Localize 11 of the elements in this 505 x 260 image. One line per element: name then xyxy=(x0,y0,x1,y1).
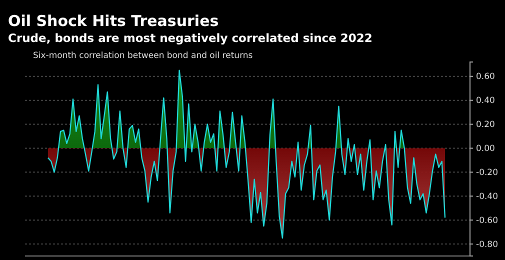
y-tick-label: 0.40 xyxy=(476,96,495,106)
y-tick-label: 0.60 xyxy=(476,72,495,82)
text: Six-month correlation between bond and oil returns xyxy=(33,51,254,61)
y-tick-label: -0.20 xyxy=(476,168,498,178)
y-tick-label: -0.40 xyxy=(476,192,498,202)
chart-title: Oil Shock Hits Treasuries xyxy=(8,12,219,30)
y-tick-label: 0.00 xyxy=(476,144,495,154)
y-tick-label: -0.80 xyxy=(476,240,498,250)
y-tick-label: 0.20 xyxy=(476,120,495,130)
y-tick-label: -0.60 xyxy=(476,216,498,226)
chart-subtitle: Crude, bonds are most negatively correlated since 2022 xyxy=(8,31,372,45)
